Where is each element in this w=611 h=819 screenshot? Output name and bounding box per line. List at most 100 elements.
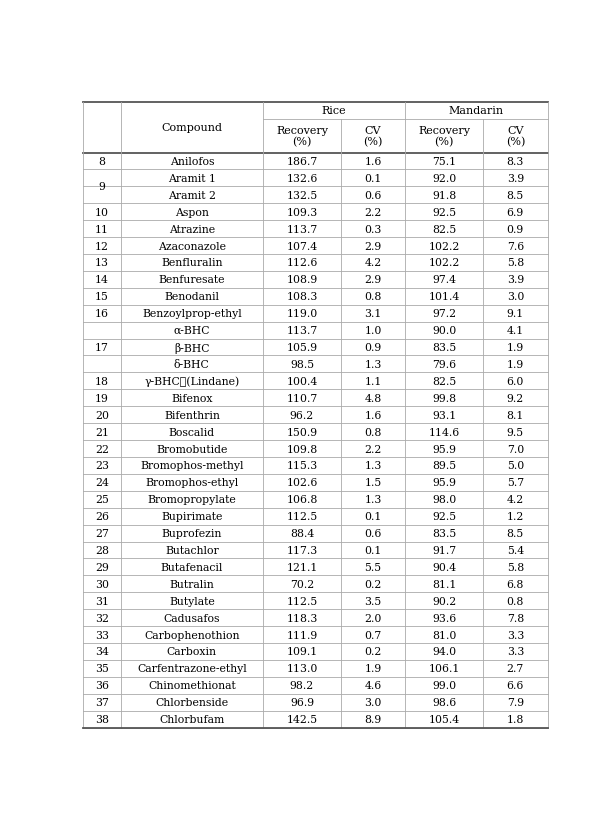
Text: 6.6: 6.6 bbox=[507, 681, 524, 690]
Text: 91.8: 91.8 bbox=[432, 191, 456, 201]
Text: 30: 30 bbox=[95, 579, 109, 589]
Text: 1.6: 1.6 bbox=[364, 156, 382, 167]
Text: 92.5: 92.5 bbox=[432, 512, 456, 522]
Text: 98.2: 98.2 bbox=[290, 681, 314, 690]
Text: 9: 9 bbox=[98, 182, 106, 192]
Text: 79.6: 79.6 bbox=[432, 360, 456, 369]
Text: 1.9: 1.9 bbox=[365, 663, 382, 673]
Text: 38: 38 bbox=[95, 714, 109, 724]
Text: 100.4: 100.4 bbox=[287, 377, 318, 387]
Text: 1.5: 1.5 bbox=[365, 477, 382, 488]
Text: 99.0: 99.0 bbox=[432, 681, 456, 690]
Text: 2.2: 2.2 bbox=[364, 444, 382, 454]
Text: 97.2: 97.2 bbox=[432, 309, 456, 319]
Text: 3.9: 3.9 bbox=[507, 174, 524, 183]
Text: 2.9: 2.9 bbox=[365, 275, 382, 285]
Text: 92.5: 92.5 bbox=[432, 207, 456, 218]
Text: 92.0: 92.0 bbox=[432, 174, 456, 183]
Text: 6.0: 6.0 bbox=[507, 377, 524, 387]
Text: 113.7: 113.7 bbox=[287, 224, 318, 234]
Text: 83.5: 83.5 bbox=[432, 342, 456, 353]
Text: Aspon: Aspon bbox=[175, 207, 209, 218]
Text: Aramit 1: Aramit 1 bbox=[168, 174, 216, 183]
Text: 0.6: 0.6 bbox=[364, 191, 382, 201]
Text: 3.0: 3.0 bbox=[364, 697, 382, 708]
Text: 32: 32 bbox=[95, 613, 109, 623]
Text: 101.4: 101.4 bbox=[428, 292, 460, 302]
Text: 2.7: 2.7 bbox=[507, 663, 524, 673]
Text: 4.1: 4.1 bbox=[507, 326, 524, 336]
Text: Butachlor: Butachlor bbox=[165, 545, 219, 555]
Text: 23: 23 bbox=[95, 461, 109, 471]
Text: 118.3: 118.3 bbox=[287, 613, 318, 623]
Text: Atrazine: Atrazine bbox=[169, 224, 215, 234]
Text: Mandarin: Mandarin bbox=[449, 106, 504, 116]
Text: 102.2: 102.2 bbox=[428, 242, 460, 251]
Text: Bromobutide: Bromobutide bbox=[156, 444, 227, 454]
Text: 27: 27 bbox=[95, 528, 109, 538]
Text: 14: 14 bbox=[95, 275, 109, 285]
Text: 0.8: 0.8 bbox=[507, 596, 524, 606]
Text: 6.9: 6.9 bbox=[507, 207, 524, 218]
Text: 95.9: 95.9 bbox=[432, 477, 456, 488]
Text: 8.5: 8.5 bbox=[507, 191, 524, 201]
Text: 109.1: 109.1 bbox=[287, 647, 318, 657]
Text: 6.8: 6.8 bbox=[507, 579, 524, 589]
Text: Aramit 2: Aramit 2 bbox=[168, 191, 216, 201]
Text: 7.0: 7.0 bbox=[507, 444, 524, 454]
Text: 98.6: 98.6 bbox=[432, 697, 456, 708]
Text: Carfentrazone-ethyl: Carfentrazone-ethyl bbox=[137, 663, 247, 673]
Text: 0.1: 0.1 bbox=[364, 545, 382, 555]
Text: Azaconazole: Azaconazole bbox=[158, 242, 226, 251]
Text: 3.0: 3.0 bbox=[507, 292, 524, 302]
Text: 10: 10 bbox=[95, 207, 109, 218]
Text: 5.0: 5.0 bbox=[507, 461, 524, 471]
Text: 37: 37 bbox=[95, 697, 109, 708]
Text: 13: 13 bbox=[95, 258, 109, 268]
Text: 9.1: 9.1 bbox=[507, 309, 524, 319]
Text: Chlorbenside: Chlorbenside bbox=[155, 697, 229, 708]
Text: Chinomethionat: Chinomethionat bbox=[148, 681, 236, 690]
Text: 31: 31 bbox=[95, 596, 109, 606]
Text: 109.3: 109.3 bbox=[287, 207, 318, 218]
Text: 19: 19 bbox=[95, 393, 109, 403]
Text: 33: 33 bbox=[95, 630, 109, 640]
Text: CV
(%): CV (%) bbox=[506, 125, 525, 147]
Text: 106.8: 106.8 bbox=[287, 495, 318, 505]
Text: 0.1: 0.1 bbox=[364, 174, 382, 183]
Text: Boscalid: Boscalid bbox=[169, 427, 215, 437]
Text: 105.4: 105.4 bbox=[429, 714, 460, 724]
Text: 107.4: 107.4 bbox=[287, 242, 318, 251]
Text: 186.7: 186.7 bbox=[287, 156, 318, 167]
Text: 1.0: 1.0 bbox=[364, 326, 382, 336]
Text: 8.5: 8.5 bbox=[507, 528, 524, 538]
Text: 2.2: 2.2 bbox=[364, 207, 382, 218]
Text: 8.1: 8.1 bbox=[507, 410, 524, 420]
Text: 1.3: 1.3 bbox=[364, 495, 382, 505]
Text: 1.2: 1.2 bbox=[507, 512, 524, 522]
Text: 132.5: 132.5 bbox=[287, 191, 318, 201]
Text: 112.5: 112.5 bbox=[287, 596, 318, 606]
Text: 3.9: 3.9 bbox=[507, 275, 524, 285]
Text: 1.3: 1.3 bbox=[364, 360, 382, 369]
Text: β-BHC: β-BHC bbox=[174, 342, 210, 353]
Text: 2.9: 2.9 bbox=[365, 242, 382, 251]
Text: Bromopropylate: Bromopropylate bbox=[147, 495, 236, 505]
Text: 121.1: 121.1 bbox=[287, 562, 318, 572]
Text: 9.5: 9.5 bbox=[507, 427, 524, 437]
Text: 0.2: 0.2 bbox=[364, 579, 382, 589]
Text: 0.3: 0.3 bbox=[364, 224, 382, 234]
Text: 108.9: 108.9 bbox=[287, 275, 318, 285]
Text: 70.2: 70.2 bbox=[290, 579, 314, 589]
Text: 115.3: 115.3 bbox=[287, 461, 318, 471]
Text: Benfuresate: Benfuresate bbox=[159, 275, 225, 285]
Text: Compound: Compound bbox=[161, 123, 222, 133]
Text: 24: 24 bbox=[95, 477, 109, 488]
Text: 0.2: 0.2 bbox=[364, 647, 382, 657]
Text: 1.1: 1.1 bbox=[364, 377, 382, 387]
Text: Butralin: Butralin bbox=[169, 579, 214, 589]
Text: 102.6: 102.6 bbox=[287, 477, 318, 488]
Text: 108.3: 108.3 bbox=[287, 292, 318, 302]
Text: 34: 34 bbox=[95, 647, 109, 657]
Text: Bifenox: Bifenox bbox=[171, 393, 213, 403]
